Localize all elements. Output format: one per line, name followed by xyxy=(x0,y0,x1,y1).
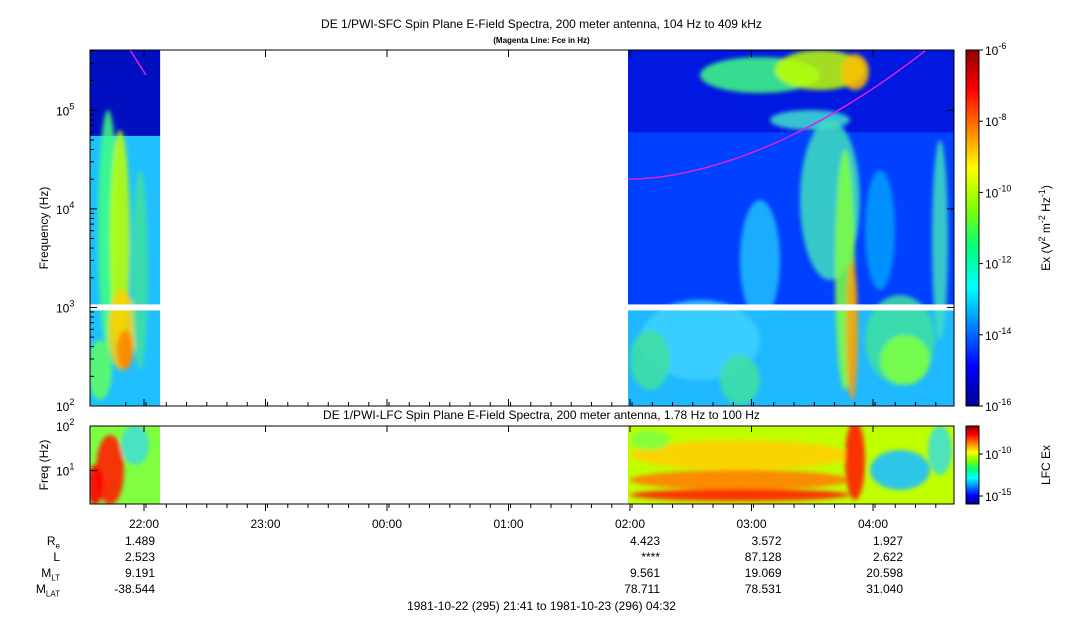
lfc-colorbar-tick-label: 10-15 xyxy=(985,487,1011,504)
ephemeris-value: 2.523 xyxy=(124,550,155,564)
lfc-frame xyxy=(89,425,955,505)
lfc-data-gap xyxy=(160,426,628,504)
ephemeris-value: 3.572 xyxy=(751,534,782,548)
ephemeris-value: **** xyxy=(641,550,660,564)
lfc-y-axis-label: Freq (Hz) xyxy=(37,440,51,491)
time-tick-label: 01:00 xyxy=(493,517,523,531)
time-tick-label: 04:00 xyxy=(858,517,888,531)
time-tick-label: 23:00 xyxy=(250,517,280,531)
sfc-colorbar-tick-label: 10-12 xyxy=(985,255,1011,272)
sfc-colorbar-tick-label: 10-6 xyxy=(985,41,1006,58)
ephemeris-value: 9.191 xyxy=(124,566,155,580)
ephemeris-value: 87.128 xyxy=(744,550,782,564)
time-range-label: 1981-10-22 (295) 21:41 to 1981-10-23 (29… xyxy=(407,599,676,613)
sfc-mid-band xyxy=(627,132,954,308)
lfc-colorbar xyxy=(965,425,980,505)
sfc-colorbar-label: Ex (V2 m-2 Hz-1) xyxy=(1037,185,1053,271)
lfc-colorbar-label: LFC Ex xyxy=(1039,445,1053,485)
ephemeris-label-mlt: MLT xyxy=(41,566,60,583)
time-tick-label: 22:00 xyxy=(129,517,159,531)
sfc-y-tick-label: 103 xyxy=(56,298,74,315)
sfc-data-gap xyxy=(160,50,628,406)
time-tick-label: 02:00 xyxy=(615,517,645,531)
fce-line-left xyxy=(129,50,147,76)
ephemeris-label-l: L xyxy=(53,550,60,564)
ephemeris-value: 20.598 xyxy=(866,566,903,580)
ephemeris-label-re: Re xyxy=(46,534,60,551)
time-tick-label: 03:00 xyxy=(736,517,766,531)
sfc-colorbar-tick-label: 10-14 xyxy=(985,326,1011,343)
fce-line xyxy=(627,50,926,180)
ephemeris-value: 1.927 xyxy=(872,534,903,548)
ephemeris-value: 2.622 xyxy=(872,550,903,564)
sfc-left-upper xyxy=(90,50,161,136)
lfc-panel-title: DE 1/PWI-LFC Spin Plane E-Field Spectra,… xyxy=(323,408,760,422)
ephemeris-value: 4.423 xyxy=(629,534,660,548)
sfc-frame xyxy=(89,49,955,407)
time-tick-label: 00:00 xyxy=(372,517,402,531)
sfc-y-tick-label: 105 xyxy=(56,101,74,118)
sfc-colorbar-tick-label: 10-10 xyxy=(985,183,1011,200)
ephemeris-value: 31.040 xyxy=(866,582,903,596)
lfc-spectrogram xyxy=(90,426,954,504)
sfc-panel-subtitle: (Magenta Line: Fce in Hz) xyxy=(493,36,590,45)
sfc-panel-title: DE 1/PWI-SFC Spin Plane E-Field Spectra,… xyxy=(321,17,762,31)
ephemeris-value: 9.561 xyxy=(629,566,660,580)
sfc-y-axis-label: Frequency (Hz) xyxy=(37,187,51,270)
sfc-spectrogram xyxy=(90,50,954,406)
sfc-colorbar-tick-label: 10-8 xyxy=(985,112,1006,129)
ephemeris-value: 78.531 xyxy=(744,582,782,596)
sfc-band-break xyxy=(90,304,954,311)
ephemeris-value: 78.711 xyxy=(624,582,660,596)
ephemeris-label-mlat: MLAT xyxy=(35,582,60,599)
sfc-colorbar xyxy=(965,49,980,407)
ephemeris-value: 19.069 xyxy=(744,566,782,580)
lfc-colorbar-tick-label: 10-10 xyxy=(985,445,1011,462)
ephemeris-value: -38.544 xyxy=(114,582,155,596)
ephemeris-value: 1.489 xyxy=(124,534,155,548)
sfc-y-tick-label: 104 xyxy=(56,200,74,217)
lfc-y-tick-label: 101 xyxy=(56,462,74,479)
